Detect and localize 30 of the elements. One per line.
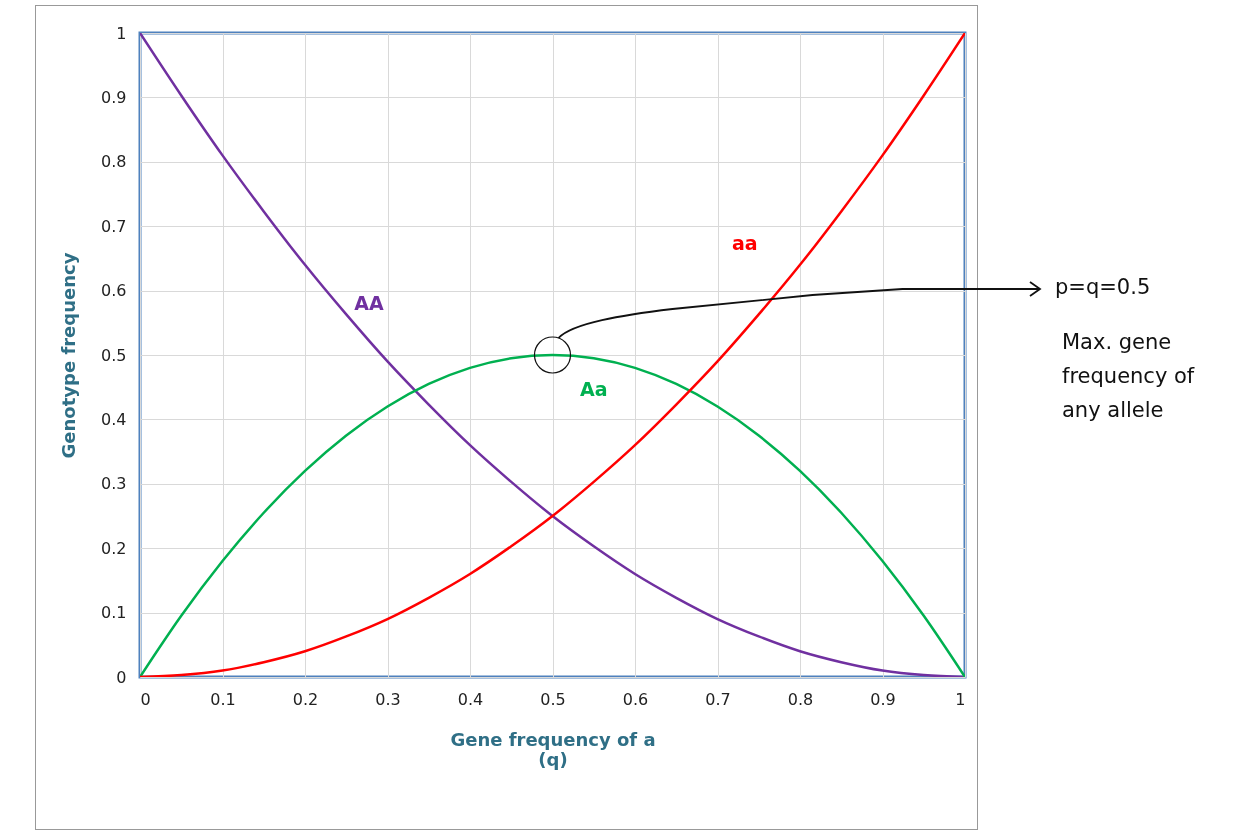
text: Max. gene frequency of any allele — [1062, 329, 1196, 424]
x-axis-title: Gene frequency of a (q) — [450, 728, 656, 770]
x-tick-label: 0.9 — [870, 689, 896, 709]
text: p=q=0.5 — [1055, 274, 1151, 301]
x-tick-label: 0.3 — [375, 689, 401, 709]
series-label: AA — [354, 292, 384, 315]
x-tick-label: 0.6 — [622, 689, 649, 709]
x-tick-label: 0.5 — [540, 689, 566, 709]
y-tick-label: 0.2 — [101, 538, 127, 558]
y-axis-title: Genotype frequency — [58, 252, 80, 459]
y-tick-label: 0.8 — [101, 152, 127, 172]
x-tick-label: 0.8 — [787, 689, 814, 709]
y-tick-label: 1 — [116, 23, 127, 43]
x-tick-label: 0.7 — [705, 689, 731, 709]
text: aa — [731, 232, 758, 255]
y-tick-label: 0.7 — [101, 216, 127, 236]
y-tick-label: 0.3 — [101, 474, 127, 494]
x-tick-label: 1 — [955, 689, 966, 709]
y-tick-label: 0.9 — [101, 87, 127, 107]
y-tick-label: 0.6 — [101, 281, 127, 301]
x-tick-label: 0.4 — [457, 689, 484, 709]
y-tick-label: 0.4 — [101, 409, 127, 429]
line-series — [140, 33, 965, 677]
x-tick-label: 0 — [140, 689, 151, 709]
y-tick-label: 0 — [116, 667, 127, 687]
y-tick-label: 0.1 — [101, 603, 127, 623]
series-label: Aa — [579, 378, 608, 401]
y-tick-label: 0.5 — [101, 345, 127, 365]
x-tick-label: 0.1 — [210, 689, 236, 709]
x-tick-label: 0.2 — [292, 689, 319, 709]
